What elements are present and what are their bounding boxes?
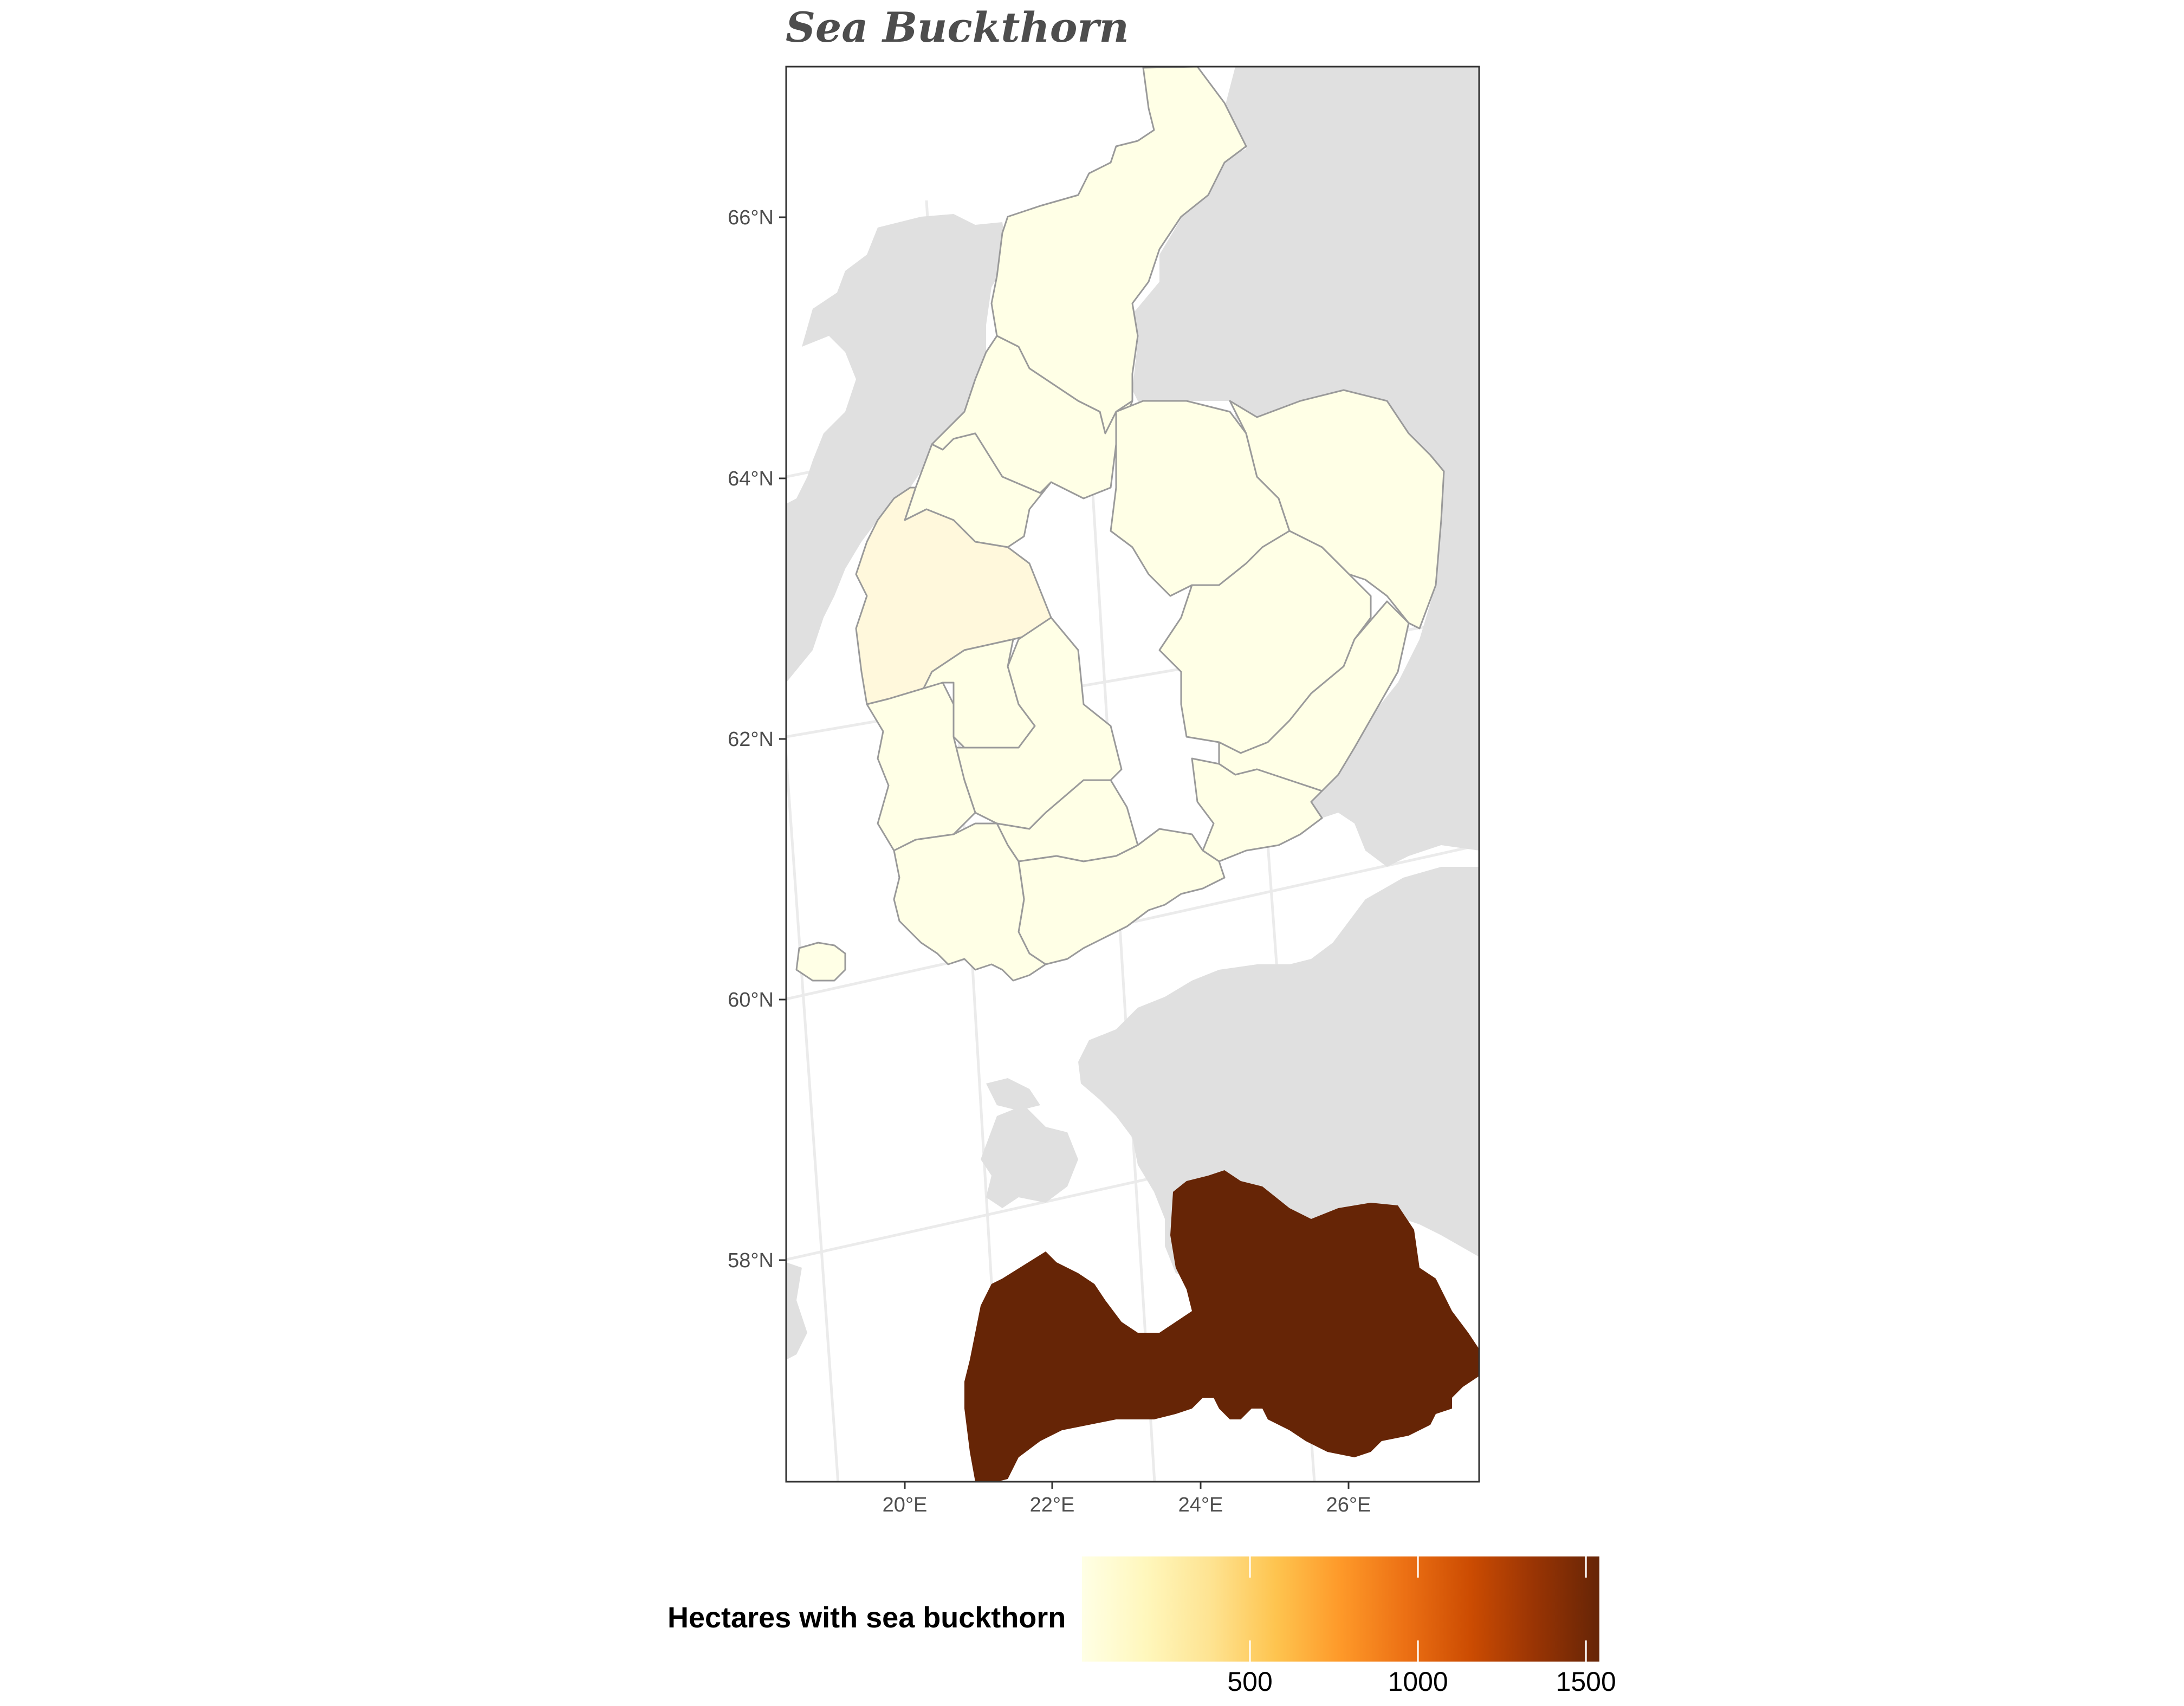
sweden-land <box>786 67 1008 683</box>
lat-label-58: 58°N <box>728 1249 774 1272</box>
region-aland <box>795 942 846 982</box>
gotland-coast <box>786 1262 807 1360</box>
lon-label-22: 22°E <box>1030 1494 1075 1516</box>
latitude-ticks <box>779 216 786 1261</box>
russia-land <box>1132 67 1479 867</box>
lat-label-60: 60°N <box>728 989 774 1011</box>
longitude-ticks <box>904 1482 1350 1489</box>
region-latvia <box>964 1170 1479 1482</box>
lon-label-20: 20°E <box>883 1494 928 1516</box>
region-southwest-finland <box>893 822 1047 982</box>
hiiumaa-island <box>986 1078 1040 1111</box>
legend-tick-label: 1500 <box>1556 1666 1616 1697</box>
lat-label-64: 64°N <box>728 468 774 490</box>
map-title: Sea Buckthorn <box>786 3 1129 51</box>
legend-colorbar <box>1082 1556 1599 1662</box>
saaremaa-island <box>981 1105 1078 1208</box>
region-north-karelia <box>1229 389 1445 630</box>
region-satakunta <box>866 682 976 852</box>
legend-title: Hectares with sea buckthorn <box>667 1601 1066 1634</box>
lat-label-62: 62°N <box>728 728 774 751</box>
region-kymenlaakso <box>1191 757 1323 862</box>
region-north-ostrobothnia <box>931 335 1133 500</box>
estonia-land <box>1078 867 1479 1279</box>
legend-tick-label: 1000 <box>1388 1666 1448 1697</box>
lon-label-24: 24°E <box>1178 1494 1223 1516</box>
finland-regions <box>795 67 1445 982</box>
lon-label-26: 26°E <box>1326 1494 1371 1516</box>
legend-tick-label: 500 <box>1227 1666 1273 1697</box>
lat-label-66: 66°N <box>728 206 774 229</box>
map-frame <box>785 66 1480 1483</box>
legend-gradient <box>1082 1556 1599 1662</box>
